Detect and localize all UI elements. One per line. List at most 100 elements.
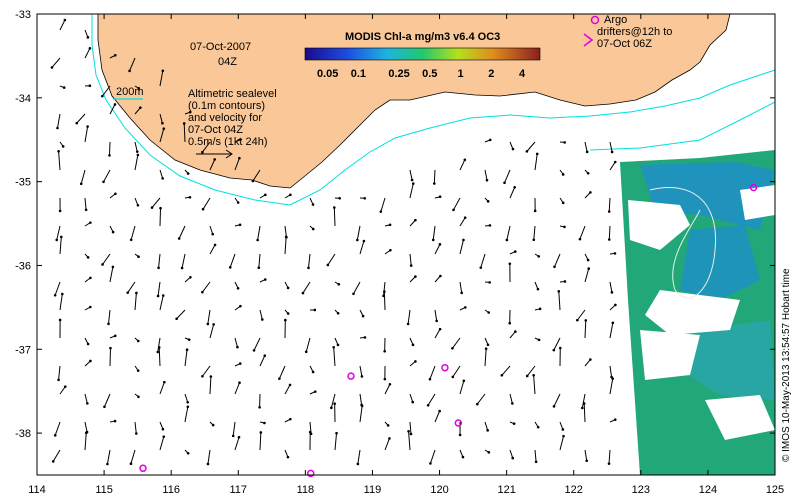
velocity-arrow <box>201 141 211 153</box>
velocity-arrow-head <box>429 462 432 465</box>
velocity-arrow <box>234 382 240 395</box>
velocity-arrow-head <box>476 402 479 406</box>
velocity-arrow <box>84 393 88 404</box>
velocity-arrow-head <box>610 150 614 154</box>
velocity-arrow <box>253 337 261 351</box>
velocity-arrow <box>84 197 87 210</box>
velocity-arrow-head <box>161 294 165 297</box>
velocity-arrow-head <box>614 303 617 307</box>
velocity-arrow <box>229 253 236 268</box>
velocity-arrow-head <box>256 238 259 242</box>
velocity-arrow <box>59 19 66 31</box>
velocity-arrow-head <box>113 419 117 423</box>
velocity-arrow-head <box>187 338 191 341</box>
velocity-arrow-head <box>512 422 516 425</box>
velocity-arrow <box>134 197 139 206</box>
velocity-arrow <box>76 113 86 124</box>
velocity-arrow-head <box>212 323 215 326</box>
velocity-arrow <box>178 225 186 239</box>
velocity-arrow-head <box>388 437 391 440</box>
velocity-arrow <box>359 365 363 377</box>
velocity-arrow <box>584 141 588 152</box>
velocity-arrow-head <box>336 312 340 315</box>
velocity-arrow <box>476 393 486 405</box>
velocity-arrow <box>51 57 61 68</box>
velocity-arrow <box>134 141 138 152</box>
velocity-arrow <box>509 393 513 404</box>
argo-float-marker <box>306 469 315 478</box>
velocity-arrow-head <box>236 201 240 204</box>
velocity-arrow <box>609 161 616 171</box>
velocity-arrow <box>84 29 89 38</box>
velocity-arrow-head <box>284 318 287 322</box>
velocity-arrow-head <box>525 150 529 153</box>
velocity-arrow-head <box>333 206 336 209</box>
velocity-arrow-head <box>584 319 588 322</box>
velocity-arrow-head <box>57 378 60 382</box>
velocity-arrow <box>108 141 111 156</box>
velocity-arrow <box>101 85 111 97</box>
velocity-arrow-head <box>89 305 92 309</box>
velocity-arrow <box>284 236 287 255</box>
velocity-arrow <box>480 253 486 268</box>
velocity-arrow-head <box>53 293 57 297</box>
velocity-arrow-head <box>156 294 160 298</box>
velocity-arrow-head <box>177 237 181 240</box>
velocity-arrow <box>181 253 186 269</box>
x-axis: 114 115 116 117 118 119 120 121 122 123 124 125 <box>28 14 784 496</box>
velocity-arrow <box>80 169 86 184</box>
velocity-arrow <box>608 197 611 212</box>
velocity-arrow <box>384 438 390 451</box>
velocity-arrow-head <box>452 208 455 212</box>
velocity-arrow <box>305 337 311 352</box>
velocity-arrow-head <box>613 252 617 255</box>
argo-float-marker <box>347 372 355 380</box>
velocity-arrow <box>459 281 463 293</box>
velocity-arrow-head <box>360 375 364 378</box>
velocity-arrow <box>56 113 61 129</box>
velocity-arrow-head <box>558 346 562 350</box>
velocity-arrow-head <box>108 154 111 157</box>
velocity-arrow-head <box>84 431 88 435</box>
velocity-arrow-head <box>238 381 241 385</box>
velocity-arrow <box>333 347 336 367</box>
velocity-arrow-head <box>188 110 192 114</box>
velocity-arrow-head <box>410 178 414 182</box>
velocity-arrow-head <box>486 200 490 203</box>
velocity-arrow-head <box>211 232 215 236</box>
x-tick-label: 121 <box>497 484 515 496</box>
velocity-arrow-head <box>479 266 483 269</box>
colorbar-tick-label: 0.25 <box>388 68 409 80</box>
velocity-arrow <box>209 324 215 339</box>
velocity-arrow-head <box>239 304 242 308</box>
velocity-arrow <box>252 169 261 182</box>
velocity-arrow <box>159 295 164 311</box>
velocity-arrow <box>559 436 565 451</box>
velocity-arrow-head <box>462 238 465 242</box>
depth-contour-200m-east <box>589 101 776 151</box>
velocity-arrow <box>184 406 189 423</box>
velocity-arrow-head <box>308 430 312 434</box>
plot-frame <box>36 13 776 476</box>
velocity-arrow <box>533 225 536 240</box>
velocity-arrow-head <box>161 121 164 125</box>
velocity-arrow-head <box>161 427 165 431</box>
velocity-arrow <box>353 281 361 295</box>
velocity-arrow <box>484 421 489 431</box>
velocity-arrow-head <box>209 375 213 378</box>
velocity-arrow <box>58 365 61 380</box>
velocity-arrow-head <box>206 322 210 326</box>
velocity-arrow <box>159 169 164 179</box>
velocity-arrow <box>584 449 588 461</box>
velocity-arrow-head <box>188 195 192 199</box>
velocity-arrow-head <box>534 460 538 464</box>
velocity-arrow <box>209 225 214 235</box>
velocity-arrow <box>434 328 441 339</box>
velocity-arrow-head <box>514 330 517 333</box>
velocity-arrow <box>581 393 586 409</box>
depth-contour-200m <box>91 14 776 206</box>
velocity-arrow-head <box>589 358 592 361</box>
sealevel-note-line-2: (0.1m contours) <box>188 100 265 112</box>
velocity-arrow-head <box>261 318 264 321</box>
